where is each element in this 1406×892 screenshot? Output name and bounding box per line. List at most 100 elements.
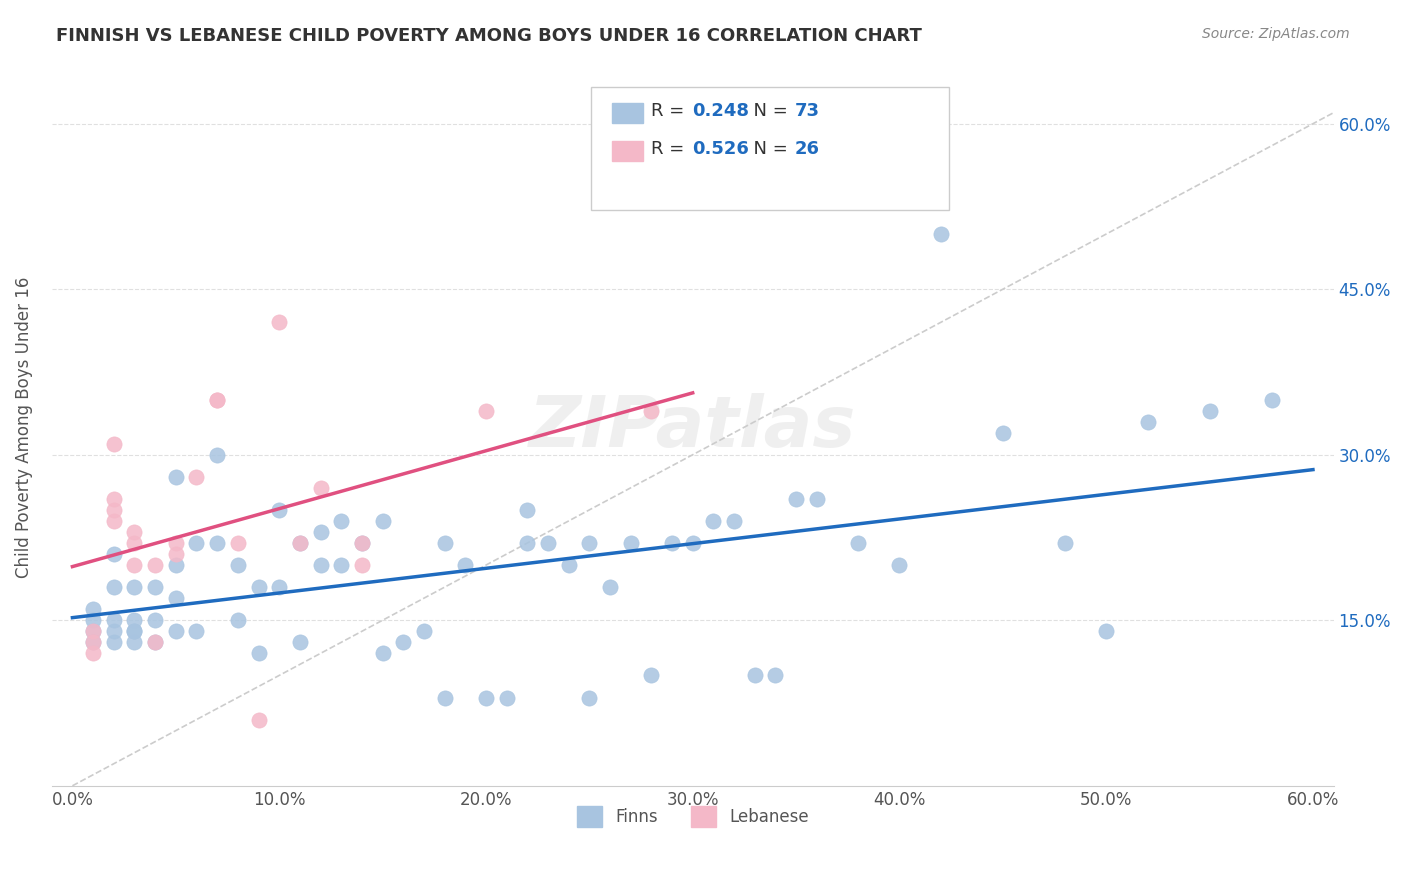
Point [143,580,166,594]
Point [124,536,146,550]
Text: 26: 26 [794,140,820,158]
Point [578,690,600,705]
Point [557,558,579,573]
Point [205,536,228,550]
Point [247,580,270,594]
Text: 0.248: 0.248 [692,103,749,120]
Point [475,690,498,705]
Point [165,591,187,606]
Point [350,536,373,550]
Point [269,503,291,517]
Point [205,392,228,407]
Point [1198,403,1220,417]
Point [82,624,104,639]
Legend: Finns, Lebanese: Finns, Lebanese [568,797,817,835]
Point [226,558,249,573]
Point [785,491,807,506]
Point [124,613,146,627]
Point [744,668,766,682]
Point [846,536,869,550]
Point [1053,536,1076,550]
Text: R =: R = [651,140,690,158]
Point [103,547,125,561]
Point [143,558,166,573]
Point [82,613,104,627]
Point [516,536,538,550]
Point [205,392,228,407]
Point [495,690,517,705]
Point [103,580,125,594]
Text: Source: ZipAtlas.com: Source: ZipAtlas.com [1202,27,1350,41]
Point [330,514,353,528]
Point [537,536,560,550]
Point [723,514,745,528]
Point [288,635,311,649]
Point [82,635,104,649]
Point [165,624,187,639]
Point [599,580,621,594]
Point [186,624,208,639]
Point [186,536,208,550]
Point [309,481,332,495]
Point [103,635,125,649]
Point [186,470,208,484]
Text: N =: N = [742,103,794,120]
Point [124,524,146,539]
Point [991,425,1014,440]
Point [143,613,166,627]
Point [889,558,911,573]
Text: ZIPatlas: ZIPatlas [529,392,856,462]
Point [103,624,125,639]
Point [682,536,704,550]
Text: N =: N = [742,140,794,158]
Point [620,536,643,550]
Point [165,470,187,484]
Point [124,635,146,649]
Point [205,448,228,462]
Point [103,491,125,506]
Point [350,558,373,573]
Point [165,547,187,561]
Point [640,668,662,682]
Point [392,635,415,649]
Point [309,524,332,539]
Point [1095,624,1118,639]
Point [413,624,436,639]
Point [82,646,104,660]
Text: FINNISH VS LEBANESE CHILD POVERTY AMONG BOYS UNDER 16 CORRELATION CHART: FINNISH VS LEBANESE CHILD POVERTY AMONG … [56,27,922,45]
Point [371,646,394,660]
Point [454,558,477,573]
Point [247,646,270,660]
Text: 0.526: 0.526 [692,140,748,158]
Point [226,613,249,627]
Point [578,536,600,550]
Point [269,580,291,594]
Point [82,602,104,616]
Point [763,668,786,682]
Point [82,624,104,639]
Point [165,558,187,573]
Point [516,503,538,517]
Y-axis label: Child Poverty Among Boys Under 16: Child Poverty Among Boys Under 16 [15,277,32,578]
Point [82,635,104,649]
Point [124,558,146,573]
Point [165,536,187,550]
Point [330,558,353,573]
Point [143,635,166,649]
Point [433,536,456,550]
Point [124,580,146,594]
Point [1136,415,1159,429]
Point [124,624,146,639]
Point [433,690,456,705]
Point [929,227,952,241]
Point [371,514,394,528]
Point [103,503,125,517]
Point [124,624,146,639]
Text: R =: R = [651,103,690,120]
Point [806,491,828,506]
Point [661,536,683,550]
Point [309,558,332,573]
Point [640,403,662,417]
Point [288,536,311,550]
Point [103,436,125,450]
